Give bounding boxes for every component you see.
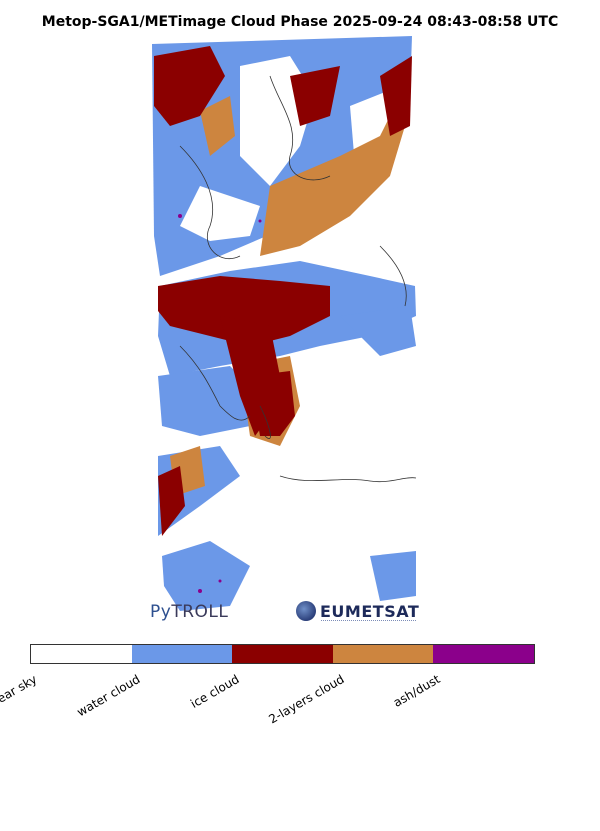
legend-label-clear-sky: clear sky	[0, 672, 40, 711]
legend-swatch-water-cloud	[131, 645, 233, 663]
coastlines	[179, 75, 417, 483]
eumetsat-logo-text: EUMETSAT	[320, 601, 420, 621]
legend-swatch-2-layers-cloud	[332, 645, 434, 663]
pytroll-logo: PyTROLL	[150, 602, 228, 622]
legend-label-water-cloud: water cloud	[74, 672, 143, 720]
cloud-phase-map	[140, 36, 420, 632]
map-title: Metop-SGA1/METimage Cloud Phase 2025-09-…	[41, 14, 559, 30]
legend-swatch-ash-dust	[433, 645, 534, 663]
ice-cloud-regions	[154, 46, 412, 536]
eumetsat-underline	[321, 620, 416, 622]
legend-label-2-layers-cloud: 2-layers cloud	[266, 672, 347, 727]
legend-swatch-ice-cloud	[232, 645, 333, 663]
ash-dust-regions	[178, 214, 262, 593]
legend-label-ice-cloud: ice cloud	[187, 672, 242, 711]
legend-swatch-clear-sky	[31, 645, 132, 663]
pytroll-logo-rest: TROLL	[171, 602, 229, 622]
pytroll-logo-prefix: Py	[150, 602, 172, 622]
eumetsat-logo: EUMETSAT	[296, 601, 419, 621]
eumetsat-globe-icon	[296, 601, 316, 621]
legend-colorbar	[30, 644, 535, 664]
satellite-swath	[152, 36, 417, 632]
legend-label-ash-dust: ash/dust	[391, 672, 443, 710]
